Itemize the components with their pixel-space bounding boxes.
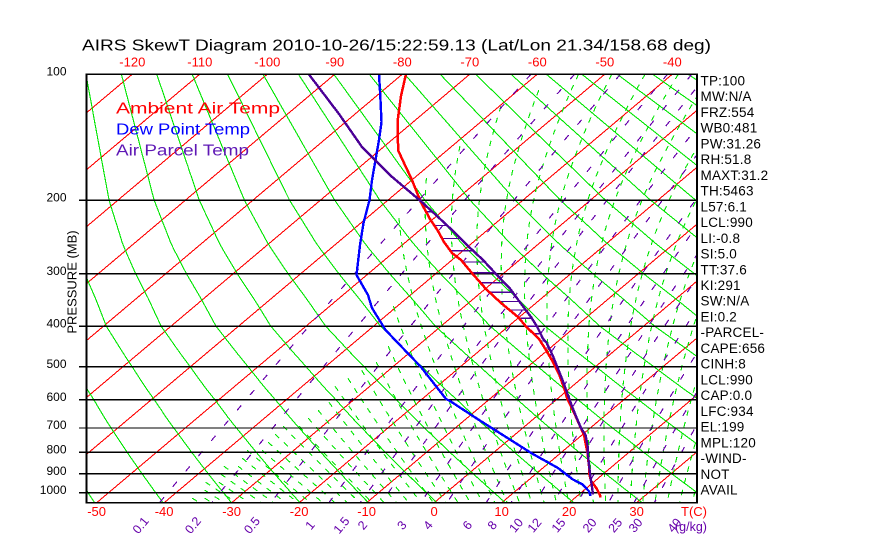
svg-text:-40: -40 [663,55,682,70]
svg-text:FRZ:554: FRZ:554 [701,105,755,120]
svg-text:T(C): T(C) [681,504,707,519]
svg-text:-10: -10 [357,504,376,519]
svg-text:-120: -120 [119,55,145,70]
svg-text:12: 12 [525,516,545,536]
svg-text:RH:51.8: RH:51.8 [701,152,752,167]
svg-text:10: 10 [507,516,527,536]
svg-text:0.1: 0.1 [130,514,152,536]
svg-text:L57:6.1: L57:6.1 [701,199,747,214]
svg-text:2: 2 [355,518,370,532]
svg-text:CAPE:656: CAPE:656 [701,341,766,356]
svg-text:700: 700 [46,418,66,432]
svg-text:1000: 1000 [40,483,67,497]
svg-text:0: 0 [430,504,437,519]
svg-text:400: 400 [46,316,66,330]
svg-text:-PARCEL-: -PARCEL- [701,325,765,340]
svg-text:Ambient Air Temp: Ambient Air Temp [116,100,280,117]
svg-text:0.5: 0.5 [241,514,263,536]
svg-text:PRESSURE (MB): PRESSURE (MB) [65,230,80,333]
svg-text:-30: -30 [222,504,241,519]
svg-text:-50: -50 [87,504,106,519]
svg-text:25: 25 [606,516,626,536]
svg-text:8: 8 [485,518,500,532]
svg-text:1.5: 1.5 [331,514,353,536]
svg-text:10: 10 [494,504,508,519]
svg-text:-110: -110 [187,55,212,70]
svg-text:CAP:0.0: CAP:0.0 [701,388,753,403]
svg-text:NOT: NOT [701,467,730,482]
svg-text:600: 600 [46,390,66,404]
svg-text:Dew Point Temp: Dew Point Temp [116,121,250,138]
svg-text:300: 300 [46,264,66,278]
svg-text:EL:199: EL:199 [701,420,745,435]
svg-text:AIRS SkewT Diagram 2010-10-26/: AIRS SkewT Diagram 2010-10-26/15:22:59.1… [82,37,711,54]
svg-text:-50: -50 [595,55,614,70]
svg-text:100: 100 [46,64,66,78]
svg-text:Air Parcel Temp: Air Parcel Temp [116,142,249,159]
svg-text:-80: -80 [393,55,412,70]
svg-text:1: 1 [303,518,318,532]
svg-text:-60: -60 [528,55,547,70]
svg-text:(g/kg): (g/kg) [675,520,707,534]
svg-text:20: 20 [580,516,600,536]
svg-text:6: 6 [460,518,475,532]
svg-text:SW:N/A: SW:N/A [701,294,750,309]
svg-text:AVAIL: AVAIL [701,483,739,498]
svg-text:TH:5463: TH:5463 [701,184,754,199]
svg-text:40: 40 [665,516,685,536]
svg-text:SI:5.0: SI:5.0 [701,247,737,262]
svg-text:500: 500 [46,357,66,371]
svg-text:-90: -90 [325,55,344,70]
svg-text:-20: -20 [290,504,309,519]
svg-text:KI:291: KI:291 [701,278,741,293]
svg-text:0.2: 0.2 [182,514,204,536]
svg-text:LCL:990: LCL:990 [701,215,753,230]
svg-text:CINH:8: CINH:8 [701,357,746,372]
svg-text:MW:N/A: MW:N/A [701,89,752,104]
svg-text:900: 900 [46,464,66,478]
svg-text:-WIND-: -WIND- [701,451,747,466]
svg-text:4: 4 [421,518,436,532]
svg-text:EI:0.2: EI:0.2 [701,309,737,324]
svg-text:PW:31.26: PW:31.26 [701,136,762,151]
svg-text:200: 200 [46,190,66,204]
svg-text:30: 30 [626,516,646,536]
svg-text:MPL:120: MPL:120 [701,435,756,450]
svg-text:TT:37.6: TT:37.6 [701,262,747,277]
svg-text:MAXT:31.2: MAXT:31.2 [701,168,769,183]
svg-text:800: 800 [46,442,66,456]
svg-text:WB0:481: WB0:481 [701,121,758,136]
svg-text:30: 30 [629,504,643,519]
svg-text:-100: -100 [254,55,280,70]
svg-text:LFC:934: LFC:934 [701,404,754,419]
svg-text:LI:-0.8: LI:-0.8 [701,231,741,246]
svg-text:3: 3 [394,518,409,532]
svg-text:TP:100: TP:100 [701,74,746,89]
svg-text:20: 20 [562,504,576,519]
svg-text:-40: -40 [155,504,174,519]
svg-text:-70: -70 [460,55,479,70]
svg-text:LCL:990: LCL:990 [701,372,753,387]
